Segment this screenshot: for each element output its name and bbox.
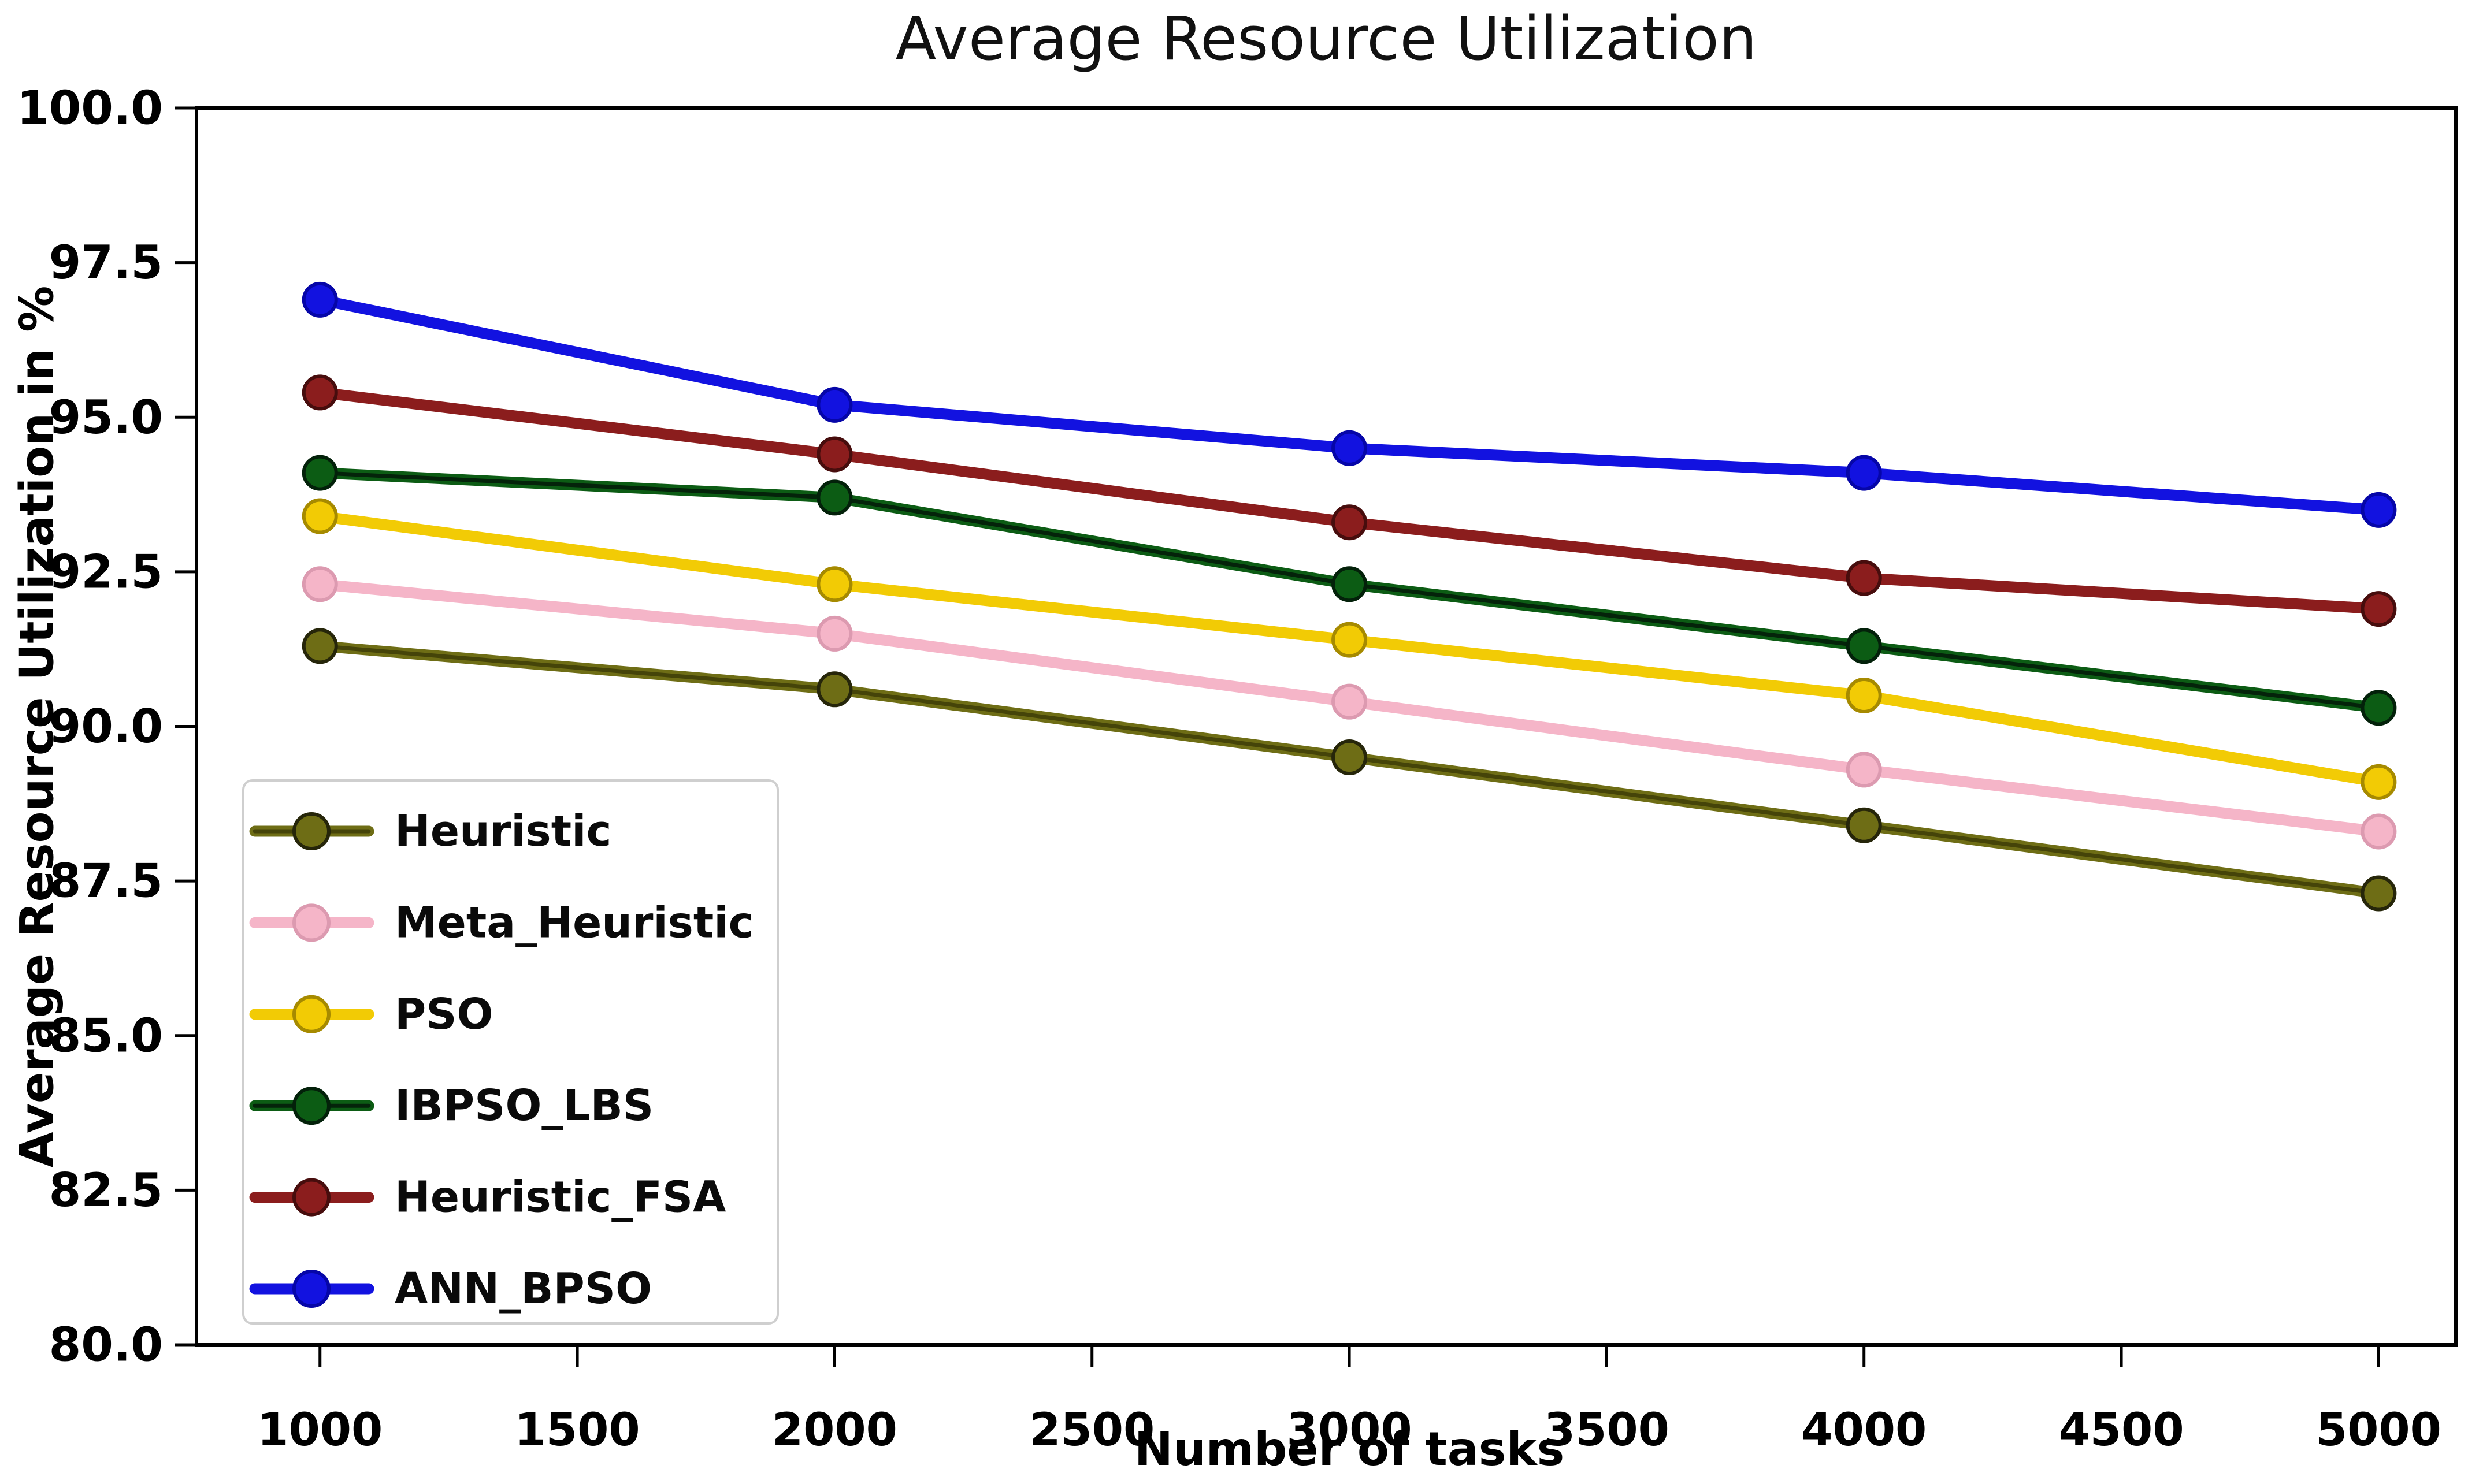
data-point	[1846, 677, 1882, 713]
data-point	[302, 498, 338, 534]
data-point	[2361, 813, 2397, 850]
x-tick-label: 3000	[1287, 1404, 1412, 1456]
data-point	[1846, 560, 1882, 596]
data-point	[2361, 764, 2397, 800]
legend-marker	[292, 1270, 331, 1308]
x-tick-label: 2500	[1029, 1404, 1155, 1456]
legend-entry-Heuristic_FSA: Heuristic_FSA	[249, 1173, 726, 1222]
x-tick-label: 1000	[257, 1404, 383, 1456]
legend-entry-Meta_Heuristic: Meta_Heuristic	[249, 898, 754, 947]
x-tick-label: 5000	[2316, 1404, 2441, 1456]
x-tick-label: 3500	[1544, 1404, 1669, 1456]
data-point	[302, 374, 338, 411]
data-point	[1846, 807, 1882, 843]
y-tick-label: 95.0	[49, 390, 163, 444]
data-point	[302, 628, 338, 664]
series-Heuristic	[302, 628, 2397, 912]
x-tick-label: 4000	[1801, 1404, 1927, 1456]
legend-box	[242, 779, 779, 1325]
legend-entry-ANN_BPSO: ANN_BPSO	[249, 1264, 652, 1314]
legend-marker	[292, 1178, 331, 1217]
series-Heuristic_FSA	[302, 374, 2397, 627]
legend-label: IBPSO_LBS	[395, 1081, 654, 1130]
x-tick-label: 2000	[772, 1404, 897, 1456]
legend-label: Heuristic_FSA	[395, 1173, 726, 1222]
data-point	[2361, 591, 2397, 627]
legend-marker	[292, 903, 331, 942]
data-point	[2361, 492, 2397, 528]
data-point	[1331, 504, 1368, 541]
data-point	[302, 455, 338, 491]
y-tick-label: 82.5	[49, 1163, 163, 1217]
series-ANN_BPSO	[302, 281, 2397, 528]
data-point	[817, 615, 853, 652]
y-axis-ticks: 80.0 82.5 85.0 87.5 90.0 92.5 95.0 97.5 100.0	[17, 81, 196, 1372]
y-tick-label: 100.0	[17, 81, 163, 135]
data-point	[302, 281, 338, 318]
legend-entry-IBPSO_LBS: IBPSO_LBS	[249, 1081, 654, 1130]
data-point	[817, 566, 853, 602]
legend-marker	[292, 1087, 331, 1125]
series-IBPSO_LBS	[302, 455, 2397, 726]
legend-label: PSO	[395, 990, 493, 1039]
y-tick-label: 80.0	[49, 1318, 163, 1372]
y-tick-label: 87.5	[49, 854, 163, 908]
data-point	[302, 566, 338, 602]
x-axis-label: Number of tasks	[1134, 1422, 1565, 1476]
data-point	[1331, 739, 1368, 776]
data-point	[1846, 628, 1882, 664]
data-point	[1331, 683, 1368, 720]
data-point	[1331, 430, 1368, 466]
x-tick-label: 4500	[2059, 1404, 2184, 1456]
chart-title: Average Resource Utilization	[895, 3, 1757, 74]
y-tick-label: 92.5	[49, 545, 163, 598]
legend-label: ANN_BPSO	[395, 1264, 652, 1314]
data-point	[817, 386, 853, 423]
data-point	[2361, 690, 2397, 726]
y-tick-label: 97.5	[49, 236, 163, 289]
series-PSO	[302, 498, 2397, 800]
data-point	[817, 671, 853, 708]
data-point	[1846, 752, 1882, 788]
legend-marker	[292, 812, 331, 850]
data-point	[2361, 875, 2397, 912]
legend-marker	[292, 995, 331, 1033]
series-Meta_Heuristic	[302, 566, 2397, 850]
data-point	[1846, 455, 1882, 491]
data-point	[817, 479, 853, 516]
x-tick-label: 1500	[515, 1404, 640, 1456]
legend-entry-PSO: PSO	[249, 990, 493, 1039]
y-tick-label: 90.0	[49, 700, 163, 753]
x-axis-ticks: 1000 1500 2000 2500 3000 3500 4000 4500 5000	[257, 1345, 2441, 1456]
legend-label: Heuristic	[395, 806, 611, 856]
data-point	[817, 436, 853, 473]
legend-entry-Heuristic: Heuristic	[249, 806, 611, 856]
data-point	[1331, 622, 1368, 658]
legend: Heuristic Meta_Heuristic PSO IBPSO_LBS Heuri…	[242, 779, 779, 1325]
y-tick-label: 85.0	[49, 1009, 163, 1062]
legend-label: Meta_Heuristic	[395, 898, 754, 947]
data-point	[1331, 566, 1368, 602]
